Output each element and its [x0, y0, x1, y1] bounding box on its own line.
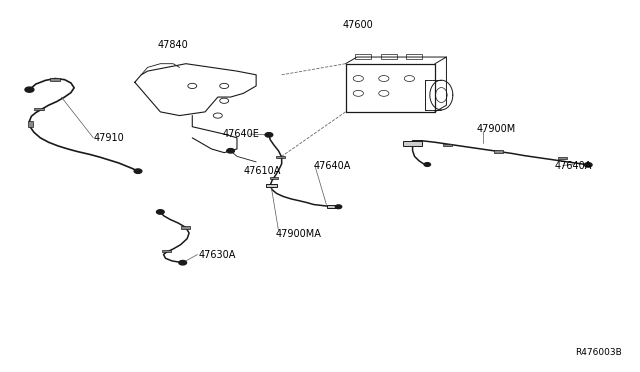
Circle shape	[424, 163, 431, 166]
Circle shape	[584, 163, 592, 167]
Text: 47910: 47910	[93, 133, 124, 143]
Bar	[355, 54, 371, 59]
Circle shape	[335, 205, 342, 209]
Circle shape	[25, 87, 34, 92]
Bar	[403, 141, 422, 146]
Text: 47610A: 47610A	[243, 166, 281, 176]
Bar	[269, 177, 278, 179]
Bar	[266, 184, 276, 187]
Circle shape	[265, 133, 273, 137]
Bar	[28, 121, 33, 126]
Circle shape	[227, 148, 234, 153]
Circle shape	[134, 169, 142, 173]
Bar	[50, 78, 60, 81]
Bar	[181, 227, 190, 229]
Bar	[494, 150, 503, 153]
Text: 47640A: 47640A	[314, 161, 351, 171]
Text: 47640A: 47640A	[555, 161, 593, 171]
Bar	[276, 156, 285, 158]
Bar	[163, 250, 172, 252]
Bar	[34, 108, 44, 110]
Text: 47900M: 47900M	[476, 124, 516, 134]
Bar	[406, 54, 422, 59]
Circle shape	[157, 210, 164, 214]
Text: 47840: 47840	[157, 40, 188, 50]
Text: 47600: 47600	[342, 20, 373, 30]
Text: 47900MA: 47900MA	[275, 229, 321, 239]
Bar	[327, 205, 339, 208]
Circle shape	[179, 260, 186, 265]
Text: R476003B: R476003B	[575, 348, 622, 357]
Text: 47640E: 47640E	[223, 129, 260, 139]
Bar	[558, 157, 567, 159]
Bar	[444, 144, 452, 146]
Text: 47630A: 47630A	[198, 250, 236, 260]
Bar	[381, 54, 397, 59]
